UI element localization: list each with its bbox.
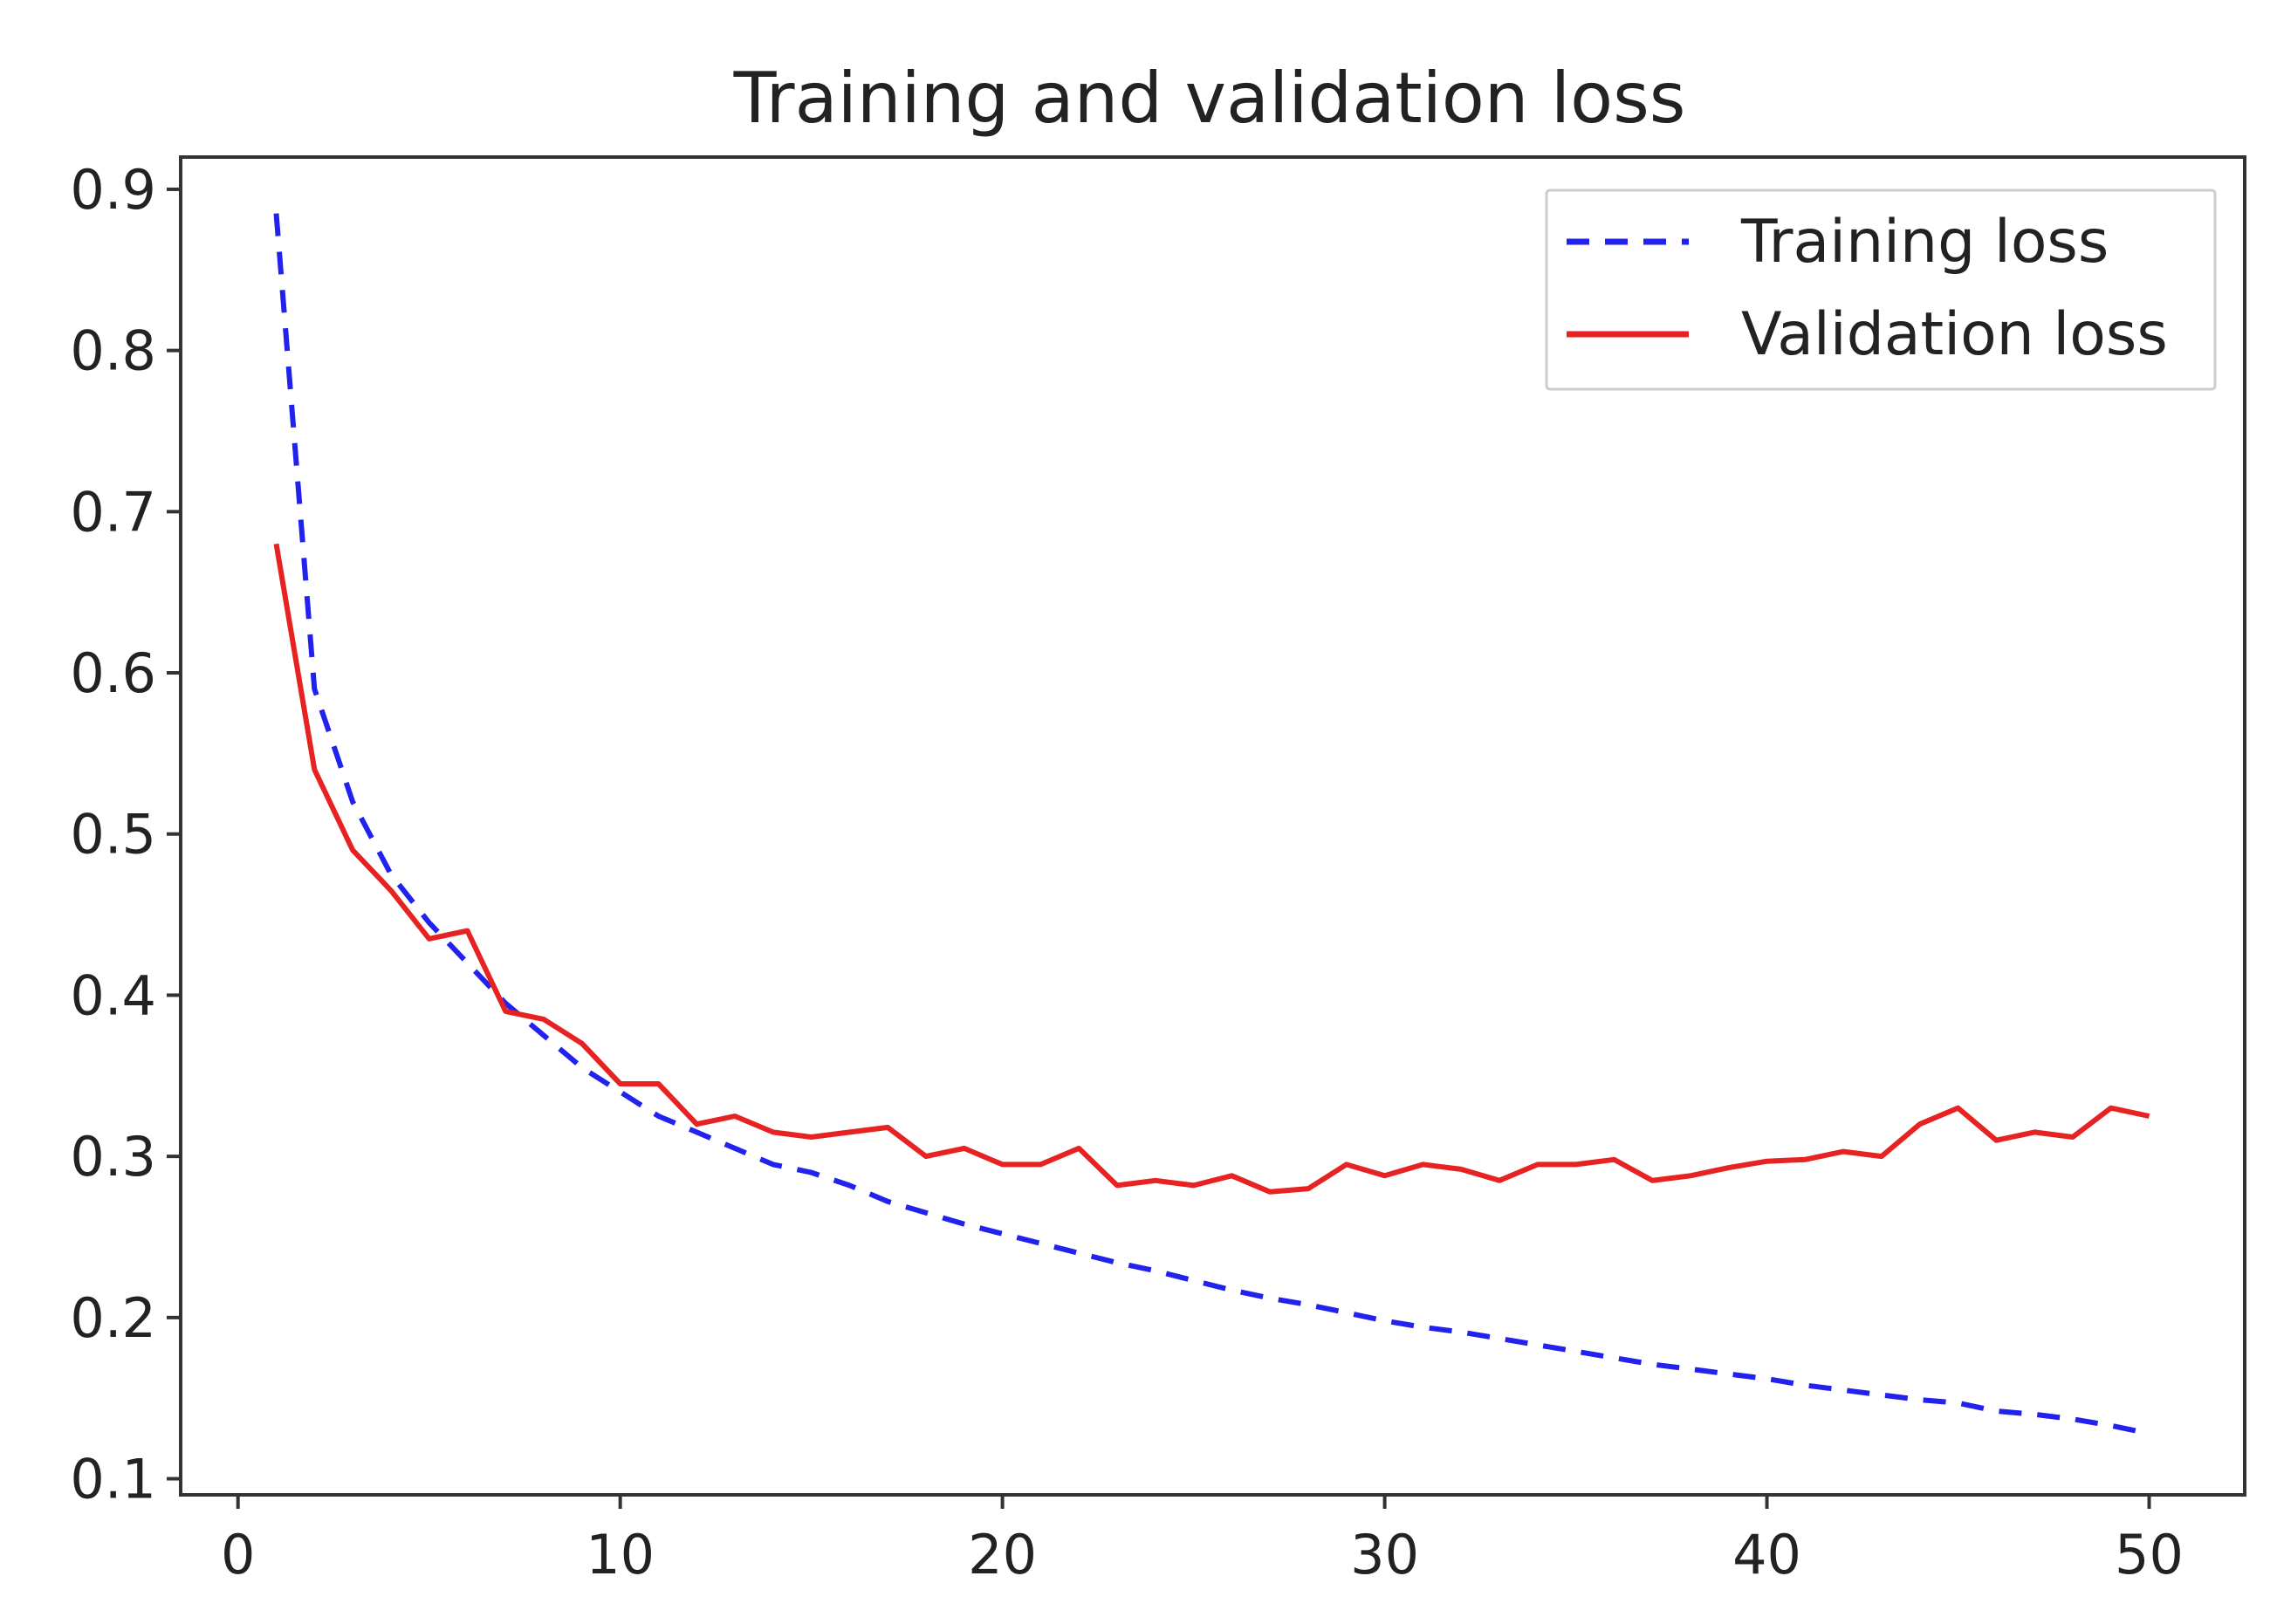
- series-line-validation-loss: [273, 543, 2150, 1195]
- y-tick-label: 0.1: [70, 1448, 156, 1511]
- y-tick-label: 0.3: [70, 1125, 156, 1189]
- legend-box: [1545, 188, 2217, 391]
- legend-label-validation-loss: Validation loss: [1741, 300, 2168, 369]
- x-tick-label: 0: [221, 1523, 255, 1586]
- axis-layer: 0 10 20 30 40 50 0.1 0.2 0.3 0.4 0.5 0.6 0.7 0.8 0.9: [70, 158, 2184, 1586]
- y-tick-label: 0.8: [70, 319, 156, 383]
- y-tick-label: 0.6: [70, 641, 156, 705]
- x-tick-label: 50: [2115, 1523, 2184, 1586]
- y-tick-label: 0.4: [70, 963, 156, 1027]
- plot-layer: [273, 213, 2150, 1436]
- x-tick-label: 40: [1732, 1523, 1801, 1586]
- legend: Training loss Validation loss: [1545, 188, 2217, 391]
- y-tick-label: 0.5: [70, 803, 156, 867]
- series-line-training-loss: [273, 213, 2150, 1436]
- y-tick-label: 0.9: [70, 158, 156, 222]
- x-tick-label: 20: [968, 1523, 1037, 1586]
- legend-label-training-loss: Training loss: [1740, 208, 2109, 277]
- x-tick-label: 30: [1350, 1523, 1419, 1586]
- y-tick-label: 0.7: [70, 480, 156, 544]
- plot-frame: [179, 155, 2246, 1497]
- chart-title: Training and validation loss: [733, 58, 1686, 139]
- x-tick-label: 10: [586, 1523, 655, 1586]
- y-tick-label: 0.2: [70, 1286, 156, 1350]
